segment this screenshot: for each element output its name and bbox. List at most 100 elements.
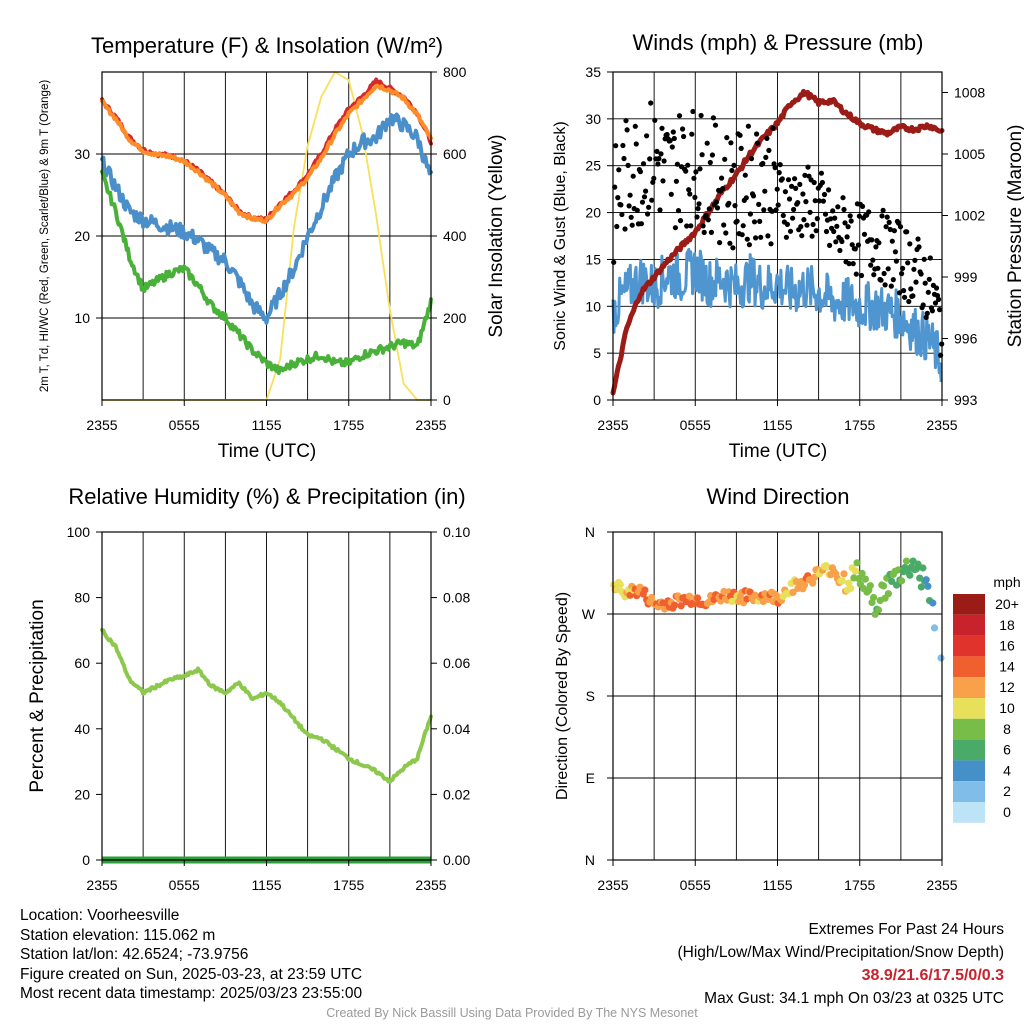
- series-line-dewpoint_ref: [100, 83, 433, 225]
- y-tick-label: 30: [74, 146, 90, 162]
- right-y-tick-label: 800: [443, 64, 467, 80]
- temperature-panel: Temperature (F) & Insolation (W/m²) 10 20…: [39, 33, 507, 462]
- gust-point: [676, 113, 683, 119]
- direction-point: [838, 577, 846, 585]
- gust-point: [858, 272, 865, 279]
- direction-point: [800, 581, 809, 589]
- gust-point: [709, 152, 716, 158]
- gust-point: [743, 195, 749, 201]
- direction-point: [641, 586, 649, 594]
- x-tick-label: 2355: [415, 877, 446, 893]
- gust-point: [937, 307, 943, 313]
- gust-point: [809, 233, 815, 239]
- gust-point: [623, 118, 629, 124]
- wind-direction-panel-title: Wind Direction: [706, 484, 849, 509]
- legend-label: 12: [999, 679, 1015, 695]
- gust-point: [804, 222, 810, 228]
- gust-point: [727, 240, 733, 246]
- gust-point: [936, 296, 942, 302]
- gust-point: [799, 233, 805, 239]
- direction-point: [685, 592, 694, 600]
- direction-point: [937, 654, 945, 662]
- gust-point: [765, 233, 771, 239]
- y-tick-label: 10: [585, 298, 601, 314]
- gust-point: [703, 212, 709, 219]
- right-y-tick-label: 996: [954, 331, 978, 347]
- gust-point: [856, 213, 863, 219]
- gust-point: [904, 229, 910, 235]
- gust-point: [706, 206, 712, 212]
- direction-point: [626, 591, 634, 599]
- gust-point: [787, 228, 794, 234]
- gust-point: [882, 282, 888, 288]
- direction-point: [919, 564, 927, 572]
- gust-point: [883, 224, 889, 230]
- direction-point: [906, 571, 914, 579]
- gust-point: [776, 170, 782, 176]
- gust-point: [611, 259, 617, 265]
- legend-label: 8: [1003, 721, 1011, 737]
- y-tick-label: 5: [593, 345, 601, 361]
- gust-point: [644, 133, 650, 139]
- gust-point: [774, 186, 780, 192]
- legend-label: 10: [999, 700, 1015, 716]
- gust-point: [915, 236, 921, 242]
- gust-point: [616, 167, 622, 173]
- gust-point: [730, 245, 736, 251]
- gust-point: [724, 135, 730, 141]
- right-y-tick-label: 0.04: [443, 721, 470, 737]
- gust-point: [668, 191, 674, 197]
- series-line-windchill: [100, 169, 433, 375]
- gust-point: [923, 314, 929, 320]
- gust-point: [728, 140, 734, 146]
- gust-point: [675, 208, 682, 214]
- direction-point: [898, 577, 906, 585]
- gust-point: [913, 279, 919, 285]
- gust-point: [674, 161, 681, 167]
- gust-point: [885, 266, 891, 272]
- gust-point: [814, 216, 820, 222]
- gust-point: [839, 238, 845, 245]
- temperature-panel-title: Temperature (F) & Insolation (W/m²): [91, 33, 443, 58]
- gust-point: [840, 195, 846, 201]
- station-location: Location: Voorheesville: [20, 907, 180, 924]
- direction-point: [866, 582, 874, 590]
- x-tick-label: 1755: [333, 877, 364, 893]
- gust-point: [756, 201, 762, 207]
- legend-swatch: [953, 802, 985, 823]
- series-line-wind: [611, 247, 943, 383]
- gust-point: [924, 310, 930, 316]
- gust-point: [848, 218, 854, 224]
- gust-point: [888, 283, 894, 289]
- gust-point: [657, 207, 663, 213]
- gust-point: [695, 206, 701, 212]
- legend-swatch: [953, 677, 985, 698]
- direction-point: [847, 584, 855, 593]
- gust-point: [641, 194, 648, 200]
- direction-point: [855, 575, 863, 583]
- y-tick-label: 20: [74, 786, 90, 802]
- gust-point: [925, 289, 931, 295]
- right-y-tick-label: 1005: [954, 146, 985, 162]
- legend-label: 20+: [995, 596, 1019, 612]
- gust-point: [868, 262, 874, 268]
- gust-point: [704, 140, 710, 146]
- gust-point: [661, 158, 667, 164]
- right-y-tick-label: 200: [443, 310, 467, 326]
- gust-point: [932, 300, 939, 306]
- gust-point: [832, 215, 838, 221]
- y-tick-label: 80: [74, 590, 90, 606]
- gust-point: [669, 144, 675, 150]
- legend-swatch: [953, 698, 985, 719]
- right-y-tick-label: 999: [954, 269, 978, 285]
- gust-point: [625, 162, 631, 168]
- winds-panel-title: Winds (mph) & Pressure (mb): [633, 30, 924, 55]
- legend-label: 6: [1003, 742, 1011, 758]
- gust-point: [688, 223, 694, 229]
- gust-point: [698, 112, 704, 119]
- gust-point: [813, 228, 819, 234]
- gust-point: [827, 242, 833, 248]
- gust-point: [869, 237, 875, 243]
- gust-point: [792, 176, 798, 182]
